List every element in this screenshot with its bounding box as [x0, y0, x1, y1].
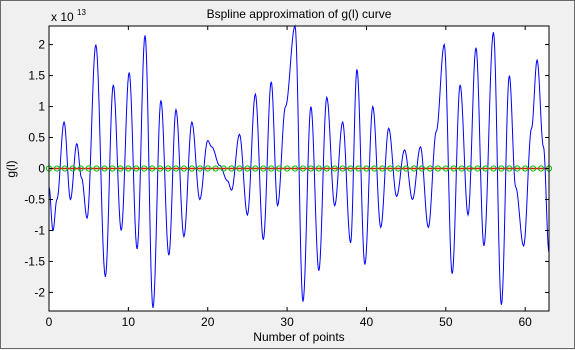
chart-title: Bspline approximation of g(l) curve: [207, 7, 392, 21]
y-exponent-base: x 10: [51, 10, 74, 24]
series-marker-green: [458, 165, 465, 172]
series-marker-green: [236, 165, 243, 172]
series-marker-green: [482, 165, 489, 172]
series-marker-green: [204, 165, 211, 172]
series-marker-green: [403, 165, 410, 172]
x-tick-label: 0: [46, 315, 53, 329]
series-marker-green: [347, 165, 354, 172]
series-marker-green: [117, 165, 124, 172]
y-exponent-power: 13: [77, 8, 86, 17]
series-marker-green: [133, 165, 140, 172]
series-marker-green: [180, 165, 188, 172]
series-marker-green: [363, 165, 370, 172]
series-marker-green: [85, 165, 92, 172]
series-marker-green: [339, 165, 346, 172]
series-marker-green: [299, 165, 307, 172]
y-tick-label: 1.5: [28, 69, 45, 83]
series-marker-green: [93, 165, 100, 172]
series-marker-green: [426, 165, 434, 172]
x-tick-label: 30: [280, 315, 294, 329]
series-marker-green: [53, 165, 61, 172]
series-marker-green: [434, 165, 441, 172]
y-axis-label: g(l): [4, 160, 18, 177]
series-marker-green: [220, 165, 227, 172]
series-marker-green: [244, 165, 251, 172]
series-marker-green: [490, 165, 497, 172]
series-marker-green: [101, 165, 108, 172]
x-tick-label: 10: [122, 315, 136, 329]
ticks-layer: 0 10 20 30 40 50 60 -2 -1.5 -1 -0.5 0 0.5 1 1.5 2: [24, 26, 549, 329]
series-marker-green: [522, 165, 529, 172]
series-marker-green: [291, 165, 299, 172]
series-marker-green: [355, 165, 362, 172]
series-line-blue: [48, 24, 550, 308]
series-marker-green: [410, 165, 418, 172]
series-marker-green: [196, 165, 203, 172]
series-marker-green: [331, 165, 338, 172]
series-marker-green: [228, 165, 235, 172]
series-marker-green: [283, 165, 291, 172]
x-tick-label: 40: [360, 315, 374, 329]
x-tick-label: 50: [439, 315, 453, 329]
series-layer: [45, 24, 553, 308]
series-marker-green: [537, 165, 545, 172]
y-tick-label: 0.5: [28, 131, 45, 145]
y-tick-label: -2: [34, 285, 45, 299]
series-marker-green: [252, 165, 259, 172]
series-marker-green: [307, 165, 315, 172]
series-marker-green: [506, 165, 513, 172]
series-marker-green: [260, 165, 267, 172]
series-marker-green: [125, 165, 132, 172]
series-marker-green: [466, 165, 473, 172]
series-marker-green: [514, 165, 521, 172]
series-marker-green: [164, 165, 172, 172]
series-marker-green: [418, 165, 426, 172]
series-marker-green: [387, 165, 394, 172]
series-marker-green: [395, 165, 402, 172]
series-marker-green: [442, 165, 449, 172]
series-marker-green: [323, 165, 330, 172]
x-axis-label: Number of points: [253, 330, 344, 344]
y-tick-label: 0: [38, 162, 45, 176]
series-marker-green: [450, 165, 457, 172]
series-marker-green: [379, 165, 386, 172]
y-tick-label: -1.5: [24, 254, 45, 268]
series-marker-green: [77, 165, 84, 172]
series-marker-green: [474, 165, 481, 172]
x-tick-label: 20: [201, 315, 215, 329]
y-tick-label: -0.5: [24, 192, 45, 206]
series-marker-green: [157, 165, 164, 172]
y-tick-label: 2: [38, 38, 45, 52]
series-marker-green: [530, 165, 537, 172]
series-marker-green: [141, 165, 148, 172]
series-marker-green: [188, 165, 195, 172]
y-exponent-label: x 10 13: [51, 8, 86, 24]
series-marker-green: [61, 165, 68, 172]
x-tick-label: 60: [519, 315, 533, 329]
series-marker-green: [212, 165, 219, 172]
series-marker-green: [315, 165, 322, 172]
series-marker-green: [69, 165, 76, 172]
series-marker-green: [172, 165, 180, 172]
series-marker-green: [276, 165, 283, 172]
series-marker-green: [149, 165, 156, 172]
series-marker-green: [109, 165, 116, 172]
series-marker-green: [268, 165, 275, 172]
y-tick-label: 1: [38, 100, 45, 114]
y-tick-label: -1: [34, 223, 45, 237]
series-marker-green: [498, 165, 505, 172]
series-marker-green: [371, 165, 378, 172]
